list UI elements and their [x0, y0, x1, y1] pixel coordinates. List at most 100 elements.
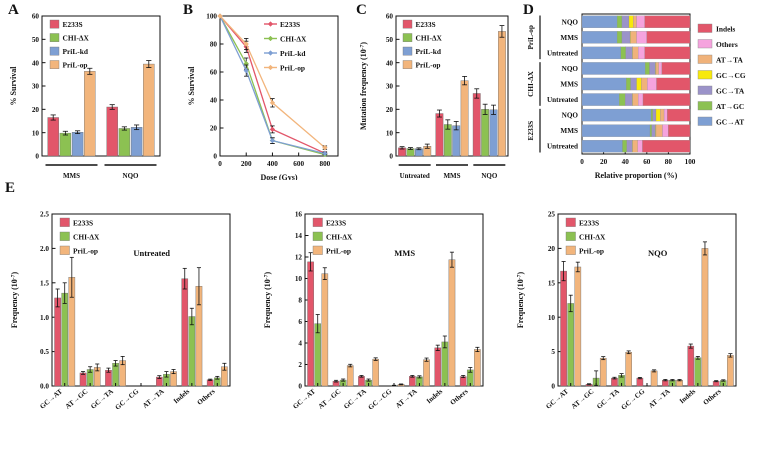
group-label-text: CHI-ΔX — [527, 70, 535, 96]
bar-PriL-op-NQO — [498, 31, 506, 157]
stack-seg-AT→GC — [616, 31, 623, 44]
row-label-NQO: NQO — [562, 65, 579, 73]
stack-seg-GC→AT — [581, 93, 620, 106]
panel-c-chart: 0 10 20 30 40 50 60 Mutation frequency (10-7) E2… — [359, 13, 509, 180]
bar-E233S-Indels — [434, 347, 442, 387]
stack-seg-AT→TA — [660, 108, 665, 122]
category-label-NQO: NQO — [123, 172, 140, 180]
row-label-NQO: NQO — [562, 112, 579, 120]
group-label-text: PriL-op — [527, 25, 535, 49]
stack-seg-AT→TA — [632, 46, 639, 60]
y-tick-label: 0 — [35, 153, 39, 161]
y-tick-label: 60 — [386, 13, 394, 21]
marker-PriL-kd — [269, 137, 276, 144]
marker-E233S — [269, 126, 276, 133]
stack-seg-Others — [647, 77, 657, 91]
y-tick-label: 2 — [298, 361, 302, 369]
category-label-GC→TA: GC→TA — [89, 387, 115, 410]
legend-swatch-AT→GC — [697, 101, 713, 111]
row-labels: NQO MMS Untreated NQO MMS Untreated NQO MMS Untr… — [547, 18, 578, 150]
panel-b-x-axis-title: Dose (Gys) — [260, 173, 297, 180]
panel-e-y-axis-title-NQO: Frequency (10-7) — [516, 272, 525, 329]
category-label-Others: Others — [449, 387, 470, 407]
stack-seg-AT→GC — [626, 77, 631, 91]
stack-seg-GC→AT — [581, 15, 618, 28]
y-axis-title: % Survival — [9, 66, 18, 106]
legend-swatch-CHI-ΔX — [565, 231, 576, 241]
panel-b-chart: 0 20 40 60 80 100 0 200 400 600 800 % Survival Dose … — [187, 13, 339, 180]
bar-E233S-GC→CG — [636, 377, 644, 387]
marker-PriL-op — [322, 144, 328, 151]
y-tick-label: 4 — [298, 340, 302, 348]
category-label-GC→AT: GC→AT — [544, 387, 570, 411]
stack-seg-AT→GC — [650, 108, 653, 122]
stack-seg-Indels — [646, 31, 691, 44]
stacked-bars — [581, 15, 691, 153]
bar-PriL-op-MMS — [84, 71, 96, 157]
category-label-GC→AT: GC→AT — [291, 387, 317, 411]
stack-seg-GC→TA — [625, 93, 633, 106]
stack-seg-GC→AT — [581, 124, 651, 137]
legend-marker-CHI-ΔX — [267, 35, 274, 42]
row-label-MMS: MMS — [560, 34, 578, 42]
stack-seg-GC→AT — [581, 77, 627, 91]
legend-label-CHI-ΔX: CHI-ΔX — [73, 232, 100, 241]
category-label-AT→GC: AT→GC — [64, 387, 90, 410]
group-label-E233S: E233S — [527, 121, 535, 141]
category-label-text: GC→AT — [38, 387, 64, 411]
category-label-Untreated: Untreated — [400, 172, 430, 180]
panel-c-legend: E233S CHI-ΔX PriL-kd PriL-op — [402, 19, 443, 70]
group-labels: PriL-op CHI-ΔX E233S — [527, 15, 541, 153]
y-tick-label: 2.0 — [40, 245, 49, 253]
bar-CHI-ΔX-NQO — [481, 109, 490, 157]
category-label-GC→CG: GC→CG — [367, 387, 394, 411]
y-tick-label: 60 — [32, 13, 40, 21]
panel-a-legend: E233S CHI-ΔX PriL-kd PriL-op — [49, 19, 90, 70]
y-tick-label: 80 — [210, 41, 218, 49]
bar-E233S-AT→TA — [409, 376, 416, 387]
stack-seg-AT→GC — [620, 46, 626, 60]
y-tick-label: 40 — [386, 59, 394, 67]
y-tick-label: 10 — [548, 314, 556, 322]
category-label-AT→TA: AT→TA — [647, 387, 672, 409]
category-label-Others: Others — [196, 387, 217, 407]
panel-d-label: D — [523, 2, 534, 18]
panel-e-legend-Untreated: E233S CHI-ΔX PriL-op — [59, 217, 100, 255]
category-label-text: GC→TA — [342, 387, 368, 410]
panel-c-label: C — [356, 2, 367, 18]
legend-swatch-E233S — [402, 19, 413, 29]
stack-seg-AT→GC — [616, 15, 623, 28]
stack-seg-Indels — [656, 77, 691, 91]
legend-swatch-CHI-ΔX — [402, 33, 413, 42]
legend-label-PriL-op: PriL-op — [280, 63, 305, 72]
legend-swatch-GC→AT — [697, 116, 713, 126]
stack-seg-AT→GC — [649, 124, 652, 137]
legend-swatch-PriL-op — [49, 60, 60, 69]
legend-label-E233S: E233S — [63, 20, 83, 29]
x-tick-label: 60 — [643, 158, 651, 166]
legend-swatch-PriL-op — [402, 60, 413, 69]
y-tick-label: 0 — [551, 383, 555, 391]
stack-seg-GC→TA — [621, 15, 630, 28]
stack-seg-Others — [663, 108, 668, 122]
stack-seg-GC→CG — [636, 77, 642, 91]
legend-label-GC→TA: GC→TA — [716, 86, 745, 95]
category-label-text: GC→CG — [367, 387, 394, 411]
panel-e-y-axis-title-MMS: Frequency (10-7) — [263, 272, 272, 329]
legend-label-CHI-ΔX: CHI-ΔX — [326, 232, 353, 241]
y-tick-label: 0 — [389, 153, 393, 161]
bar-CHI-ΔX-Indels — [188, 316, 196, 387]
stack-seg-GC→TA — [651, 124, 656, 137]
marker-PriL-op — [243, 41, 249, 47]
stack-seg-Indels — [668, 124, 691, 137]
category-label-AT→GC: AT→GC — [317, 387, 343, 410]
bar-CHI-ΔX-GC→AT — [567, 303, 575, 387]
marker-PriL-kd — [243, 67, 249, 74]
category-label-text: AT→GC — [570, 387, 596, 410]
category-label-MMS: MMS — [443, 172, 460, 180]
category-label-AT→TA: AT→TA — [394, 387, 419, 409]
stack-seg-AT→GC — [645, 62, 650, 75]
panel-e-annotation-NQO: NQO — [648, 248, 668, 258]
